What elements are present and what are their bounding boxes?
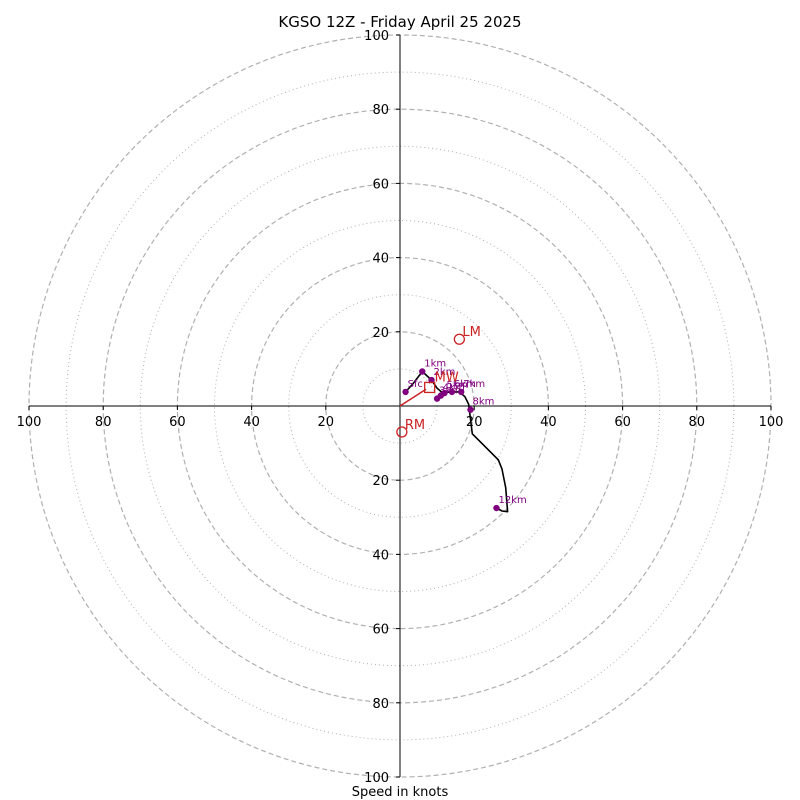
height-label-4km: 4km (443, 383, 465, 394)
y-tick-label: 60 (372, 623, 389, 638)
y-tick-label: 80 (372, 697, 389, 712)
left-mover-marker (453, 333, 466, 345)
height-marker-2km (428, 376, 435, 384)
height-marker-8km (467, 406, 474, 413)
height-label-12km: 12km (498, 495, 526, 506)
height-label-6km: 6km (454, 379, 476, 390)
x-tick-label: 100 (17, 415, 42, 430)
height-marker-12km (493, 504, 500, 512)
height-label-7km: 7km (463, 379, 485, 390)
height-label-8km: 8km (472, 397, 494, 408)
x-axis-label: Speed in knots (352, 785, 449, 800)
x-tick-label: 40 (243, 415, 260, 430)
right-mover-marker (396, 426, 408, 438)
y-tick-label: 80 (372, 103, 389, 118)
y-tick-label: 100 (364, 29, 389, 44)
height-label-2km: 2km (434, 367, 456, 378)
motion-vector (399, 388, 427, 407)
chart-title: KGSO 12Z - Friday April 25 2025 (278, 13, 521, 31)
height-marker-7km (458, 388, 465, 396)
x-tick-label: 60 (614, 415, 631, 430)
y-tick-label: 100 (364, 771, 389, 786)
mean-wind-label: MW (435, 370, 459, 385)
height-markers: Sfc1km2km3km4km5km6km7km8km12km (402, 358, 527, 512)
x-tick-label: 100 (759, 415, 784, 430)
x-tick-label: 20 (466, 415, 483, 430)
height-marker-5km (441, 389, 448, 397)
x-tick-label: 80 (689, 415, 706, 430)
height-marker-1km (419, 368, 426, 375)
height-label-5km: 5km (447, 380, 469, 391)
x-tick-label: 40 (540, 415, 557, 430)
height-label-1km: 1km (424, 358, 446, 369)
y-tick-label: 20 (372, 326, 389, 341)
mean-wind-marker (424, 381, 436, 394)
y-tick-label: 20 (372, 474, 389, 489)
height-marker-Sfc (402, 388, 409, 396)
storm-motion: MW LM RM (396, 325, 481, 438)
y-tick-label: 40 (372, 548, 389, 563)
left-mover-label: LM (462, 325, 480, 340)
x-tick-label: 60 (169, 415, 186, 430)
x-tick-label: 20 (318, 415, 335, 430)
y-tick-label: 60 (372, 177, 389, 192)
y-tick-label: 40 (372, 252, 389, 267)
height-label-Sfc: Sfc (408, 379, 423, 390)
height-marker-6km (448, 388, 456, 396)
x-tick-label: 80 (95, 415, 112, 430)
right-mover-label: RM (405, 418, 425, 433)
